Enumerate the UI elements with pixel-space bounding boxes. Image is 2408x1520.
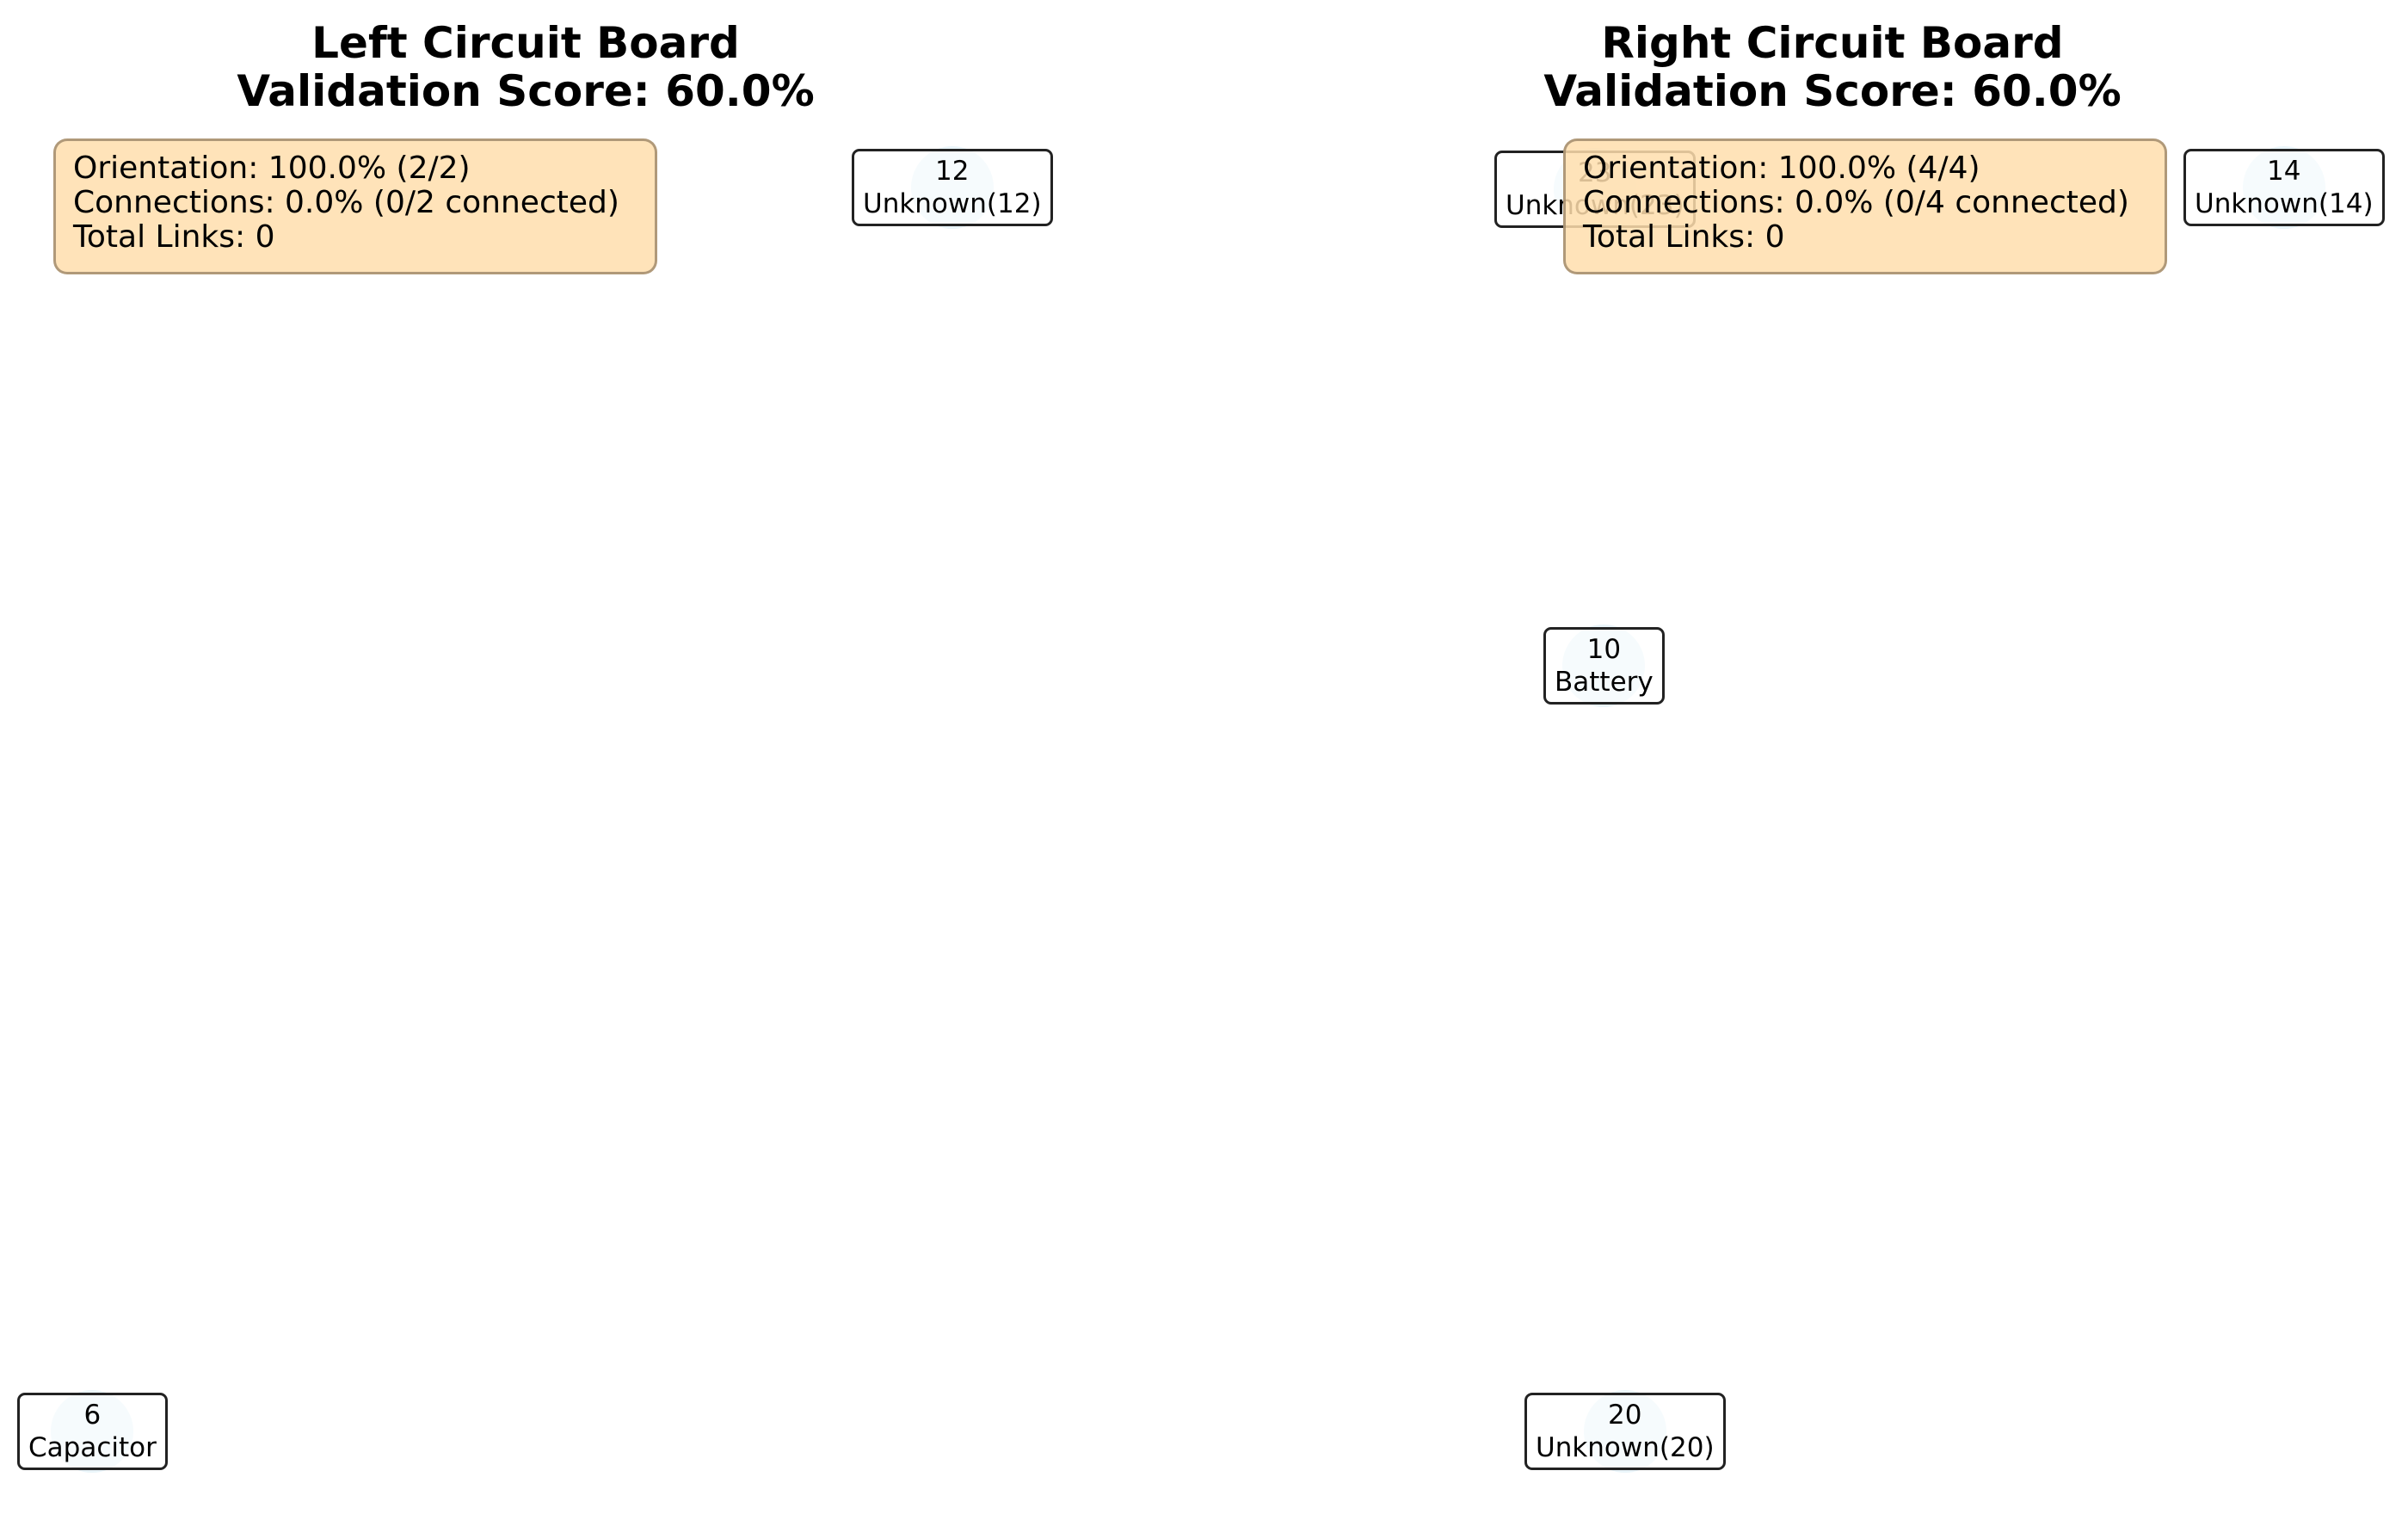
left-board-title: Left Circuit Board Validation Score: 60.… — [0, 19, 1051, 115]
right-connections-stat: Connections: 0.0% (0/4 connected) — [1583, 185, 2129, 220]
right-board-panel: Right Circuit Board Validation Score: 60… — [1204, 0, 2408, 1520]
left-orientation-stat: Orientation: 100.0% (2/2) — [73, 151, 471, 186]
node-id: 14 — [2267, 156, 2301, 187]
node-id: 20 — [1608, 1400, 1642, 1431]
right-board-title: Right Circuit Board Validation Score: 60… — [1204, 19, 2408, 115]
left-node-6: 6 Capacitor — [17, 1390, 168, 1473]
node-type: Capacitor — [28, 1432, 157, 1463]
node-label: 14 Unknown(14) — [2183, 149, 2385, 226]
left-board-score: Validation Score: 60.0% — [237, 66, 815, 116]
node-id: 10 — [1586, 634, 1622, 665]
right-board-stats: Orientation: 100.0% (4/4) Connections: 0… — [1563, 138, 2167, 274]
left-board-title-text: Left Circuit Board — [311, 18, 740, 68]
right-orientation-stat: Orientation: 100.0% (4/4) — [1583, 151, 1980, 186]
node-label: 20 Unknown(20) — [1524, 1393, 1726, 1470]
right-node-20: 20 Unknown(20) — [1524, 1390, 1726, 1473]
node-label: 10 Battery — [1543, 627, 1665, 705]
left-board-panel: Left Circuit Board Validation Score: 60.… — [0, 19, 1053, 1473]
left-node-12: 12 Unknown(12) — [852, 146, 1053, 229]
left-board-stats: Orientation: 100.0% (2/2) Connections: 0… — [53, 138, 657, 274]
node-type: Unknown(12) — [863, 188, 1042, 219]
right-links-stat: Total Links: 0 — [1583, 219, 1785, 255]
node-id: 6 — [83, 1400, 102, 1431]
left-links-stat: Total Links: 0 — [73, 219, 275, 255]
node-type: Battery — [1555, 667, 1654, 698]
left-connections-stat: Connections: 0.0% (0/2 connected) — [73, 185, 619, 220]
node-label: 6 Capacitor — [17, 1393, 168, 1470]
node-type: Unknown(14) — [2195, 188, 2374, 219]
right-node-14: 14 Unknown(14) — [2183, 146, 2385, 229]
node-id: 12 — [935, 156, 970, 187]
right-board-score: Validation Score: 60.0% — [1543, 66, 2122, 116]
right-board-title-text: Right Circuit Board — [1601, 18, 2064, 68]
right-node-10: 10 Battery — [1543, 625, 1665, 707]
node-type: Unknown(20) — [1536, 1432, 1715, 1463]
node-label: 12 Unknown(12) — [852, 149, 1053, 226]
